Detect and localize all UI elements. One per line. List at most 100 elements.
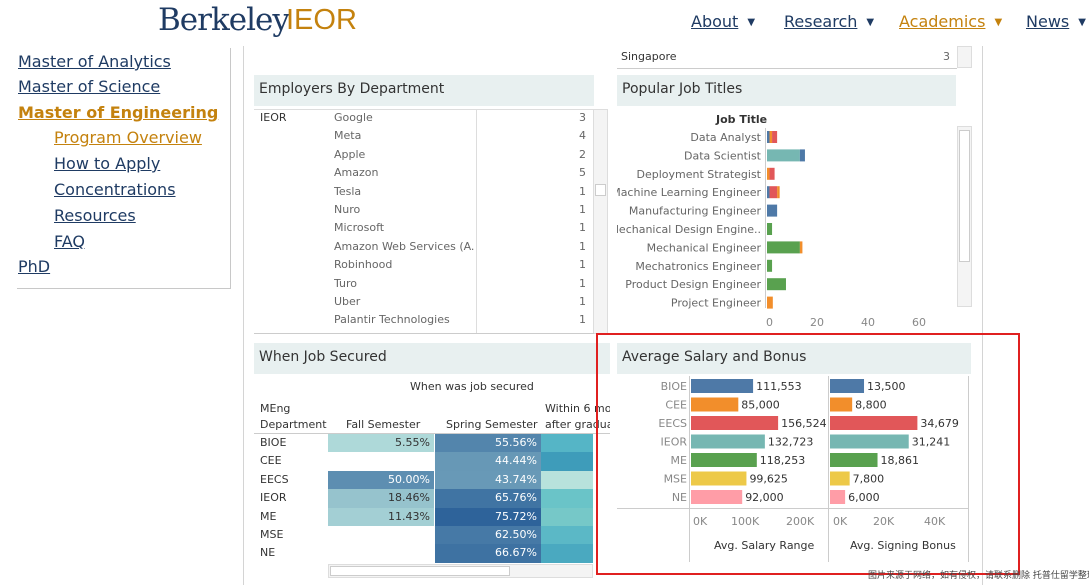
sidebar-item-how-to-apply[interactable]: How to Apply [54, 154, 161, 173]
within-6mo-cell[interactable] [541, 507, 593, 526]
sidebar-item-program-overview[interactable]: Program Overview [54, 128, 202, 147]
spring-cell[interactable]: 75.72% [435, 507, 541, 526]
scrollbar-thumb[interactable] [959, 130, 970, 262]
job-bar-segment[interactable] [767, 296, 773, 309]
employer-name: Robinhood [334, 258, 393, 272]
salary-bar[interactable] [830, 490, 846, 504]
job-bar-segment[interactable] [767, 167, 770, 180]
job-bar-segment[interactable] [769, 186, 778, 199]
job-bar-segment[interactable] [769, 131, 773, 143]
fall-cell[interactable] [328, 544, 434, 562]
employer-name: Tesla [334, 184, 362, 198]
job-bar-segment[interactable] [767, 259, 773, 272]
fall-cell[interactable]: 50.00% [328, 470, 434, 490]
job-bar-segment[interactable] [769, 167, 775, 180]
salary-bar[interactable] [691, 471, 747, 486]
department-label: MSE [664, 473, 687, 486]
bar-value-label: 8,800 [855, 399, 887, 412]
spring-cell[interactable]: 55.56% [435, 434, 541, 453]
nav-news[interactable]: News ▼ [1026, 12, 1086, 31]
salary-bar[interactable] [830, 453, 878, 467]
salary-bar[interactable] [830, 471, 850, 486]
panel-title-salary: Average Salary and Bonus [617, 343, 971, 374]
salary-bar[interactable] [830, 379, 865, 393]
spring-cell[interactable]: 62.50% [435, 526, 541, 545]
spring-cell[interactable]: 44.44% [435, 452, 541, 471]
job-bar-segment[interactable] [799, 241, 803, 254]
salary-bar[interactable] [691, 490, 743, 504]
nav-academics[interactable]: Academics ▼ [899, 12, 1003, 31]
salary-bar[interactable] [830, 397, 853, 412]
nav-research[interactable]: Research ▼ [784, 12, 875, 31]
sidebar-item-faq[interactable]: FAQ [54, 232, 85, 251]
fall-cell[interactable]: 5.55% [328, 434, 434, 453]
salary-bar[interactable] [691, 379, 754, 393]
salary-bar[interactable] [691, 453, 757, 467]
salary-bar[interactable] [691, 434, 765, 449]
job-bar-segment[interactable] [767, 241, 800, 254]
fall-cell[interactable]: 11.43% [328, 507, 434, 526]
job-bar-segment[interactable] [799, 149, 805, 162]
job-title-label: Manufacturing Engineer [629, 205, 762, 218]
salary-bar[interactable] [691, 397, 739, 412]
salary-bar[interactable] [691, 416, 779, 430]
bonus-tick: 40K [924, 515, 946, 528]
divider [617, 68, 957, 69]
bonus-tick: 0K [833, 515, 848, 528]
col-header-after: after gradua [545, 418, 610, 431]
location-label: Singapore [621, 50, 677, 63]
scrollbar[interactable] [593, 109, 608, 334]
salary-axis-line [689, 376, 690, 562]
sidebar-item-concentrations[interactable]: Concentrations [54, 180, 176, 199]
spring-cell[interactable]: 43.74% [435, 470, 541, 490]
fall-cell[interactable] [328, 452, 434, 470]
divider [617, 508, 969, 509]
job-bar-segment[interactable] [767, 223, 773, 235]
job-tick: 0 [766, 316, 773, 329]
within-6mo-cell[interactable] [541, 452, 593, 471]
salary-bar[interactable] [830, 434, 909, 449]
employer-count: 3 [579, 111, 586, 124]
salary-bar[interactable] [830, 416, 918, 430]
job-bar-segment[interactable] [767, 278, 786, 291]
job-bar-segment[interactable] [777, 186, 780, 199]
dept-name: NE [260, 546, 276, 560]
fall-cell[interactable]: 18.46% [328, 489, 434, 508]
panel-title-jobs: Popular Job Titles [617, 75, 956, 106]
sidebar-item-master-science[interactable]: Master of Science [18, 77, 161, 96]
employer-name: Amazon [334, 166, 379, 180]
scrollbar-thumb[interactable] [595, 184, 606, 196]
sidebar-item-resources[interactable]: Resources [54, 206, 136, 225]
divider [254, 333, 594, 334]
sidebar-item-phd[interactable]: PhD [18, 257, 51, 276]
within-6mo-cell[interactable] [541, 526, 593, 545]
within-6mo-cell[interactable] [541, 470, 593, 490]
job-title-label: Data Scientist [684, 149, 762, 162]
within-6mo-cell[interactable] [541, 434, 593, 453]
department-label: NE [672, 491, 687, 504]
job-bar-segment[interactable] [772, 131, 778, 143]
col-header-fall: Fall Semester [346, 418, 421, 431]
scrollbar[interactable] [957, 46, 972, 68]
job-bar-segment[interactable] [767, 204, 778, 217]
dept-label: IEOR [260, 111, 287, 124]
divider [254, 109, 594, 110]
scrollbar-thumb[interactable] [330, 566, 510, 576]
employer-count: 1 [579, 203, 586, 216]
job-bar-segment[interactable] [767, 131, 770, 143]
fall-cell[interactable] [328, 526, 434, 544]
within-6mo-cell[interactable] [541, 489, 593, 508]
spring-cell[interactable]: 65.76% [435, 489, 541, 508]
column-divider [476, 110, 477, 334]
sidebar-item-master-engineering[interactable]: Master of Engineering [18, 103, 219, 122]
job-bar-segment[interactable] [767, 186, 770, 199]
sidebar-item-master-analytics[interactable]: Master of Analytics [18, 52, 171, 71]
nav-about[interactable]: About ▼ [691, 12, 756, 31]
logo-berkeley[interactable]: Berkeley [158, 2, 290, 38]
within-6mo-cell[interactable] [541, 544, 593, 563]
logo-ieor[interactable]: IEOR [286, 4, 357, 36]
job-bar-segment[interactable] [767, 149, 800, 162]
spring-cell[interactable]: 66.67% [435, 544, 541, 563]
department-label: EECS [658, 417, 687, 430]
job-title-header: Job Title [716, 113, 768, 126]
